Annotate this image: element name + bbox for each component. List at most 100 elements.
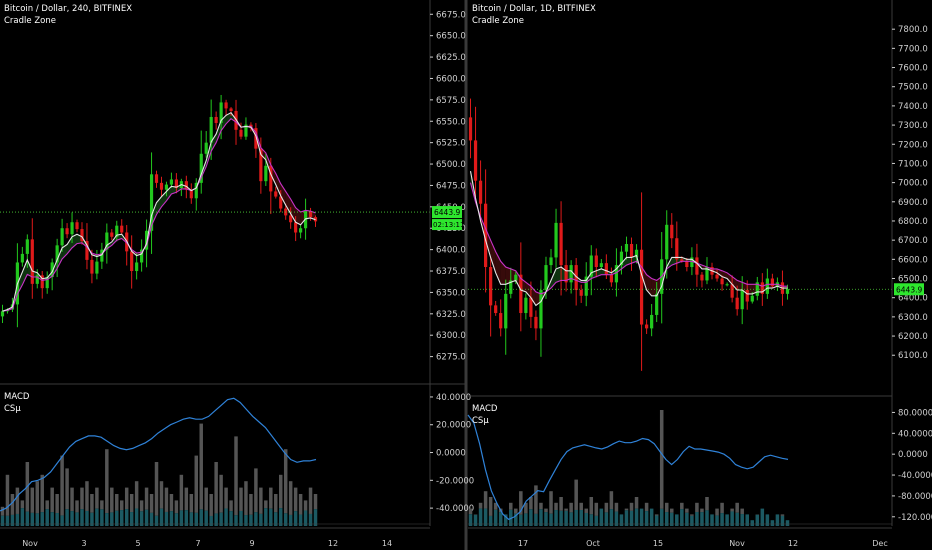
candle-body[interactable] <box>549 257 553 266</box>
candle-body[interactable] <box>174 179 178 189</box>
candle-body[interactable] <box>95 261 99 274</box>
candle-body[interactable] <box>509 280 513 294</box>
candle-body[interactable] <box>584 276 588 296</box>
candle-body[interactable] <box>650 314 654 329</box>
candle-body[interactable] <box>184 181 188 190</box>
candle-body[interactable] <box>219 102 223 123</box>
candle-body[interactable] <box>120 225 124 233</box>
candle-body[interactable] <box>579 290 583 296</box>
candle-body[interactable] <box>199 153 203 183</box>
candle-body[interactable] <box>685 261 689 268</box>
candle-body[interactable] <box>169 179 174 185</box>
candle-body[interactable] <box>494 305 498 314</box>
candle-body[interactable] <box>473 140 478 181</box>
candle-body[interactable] <box>209 116 213 143</box>
candle-body[interactable] <box>534 316 538 329</box>
candle-body[interactable] <box>110 232 114 237</box>
candle-body[interactable] <box>670 224 674 239</box>
candle-body[interactable] <box>634 249 639 258</box>
candle-body[interactable] <box>115 225 119 237</box>
candle-body[interactable] <box>75 222 79 230</box>
candle-body[interactable] <box>499 313 503 329</box>
candle-body[interactable] <box>224 102 228 109</box>
candle-body[interactable] <box>130 251 134 272</box>
candle-body[interactable] <box>589 255 593 277</box>
candle-body[interactable] <box>30 239 34 284</box>
candle-body[interactable] <box>244 124 248 137</box>
candle-body[interactable] <box>539 290 543 329</box>
candle-body[interactable] <box>680 259 684 262</box>
candle-body[interactable] <box>690 257 694 268</box>
candle-body[interactable] <box>564 265 568 283</box>
candle-body[interactable] <box>705 267 709 281</box>
candle-body[interactable] <box>609 274 614 283</box>
candle-body[interactable] <box>574 265 578 291</box>
candle-body[interactable] <box>80 229 84 242</box>
candle-body[interactable] <box>189 189 193 199</box>
candle-body[interactable] <box>750 295 754 302</box>
candle-body[interactable] <box>770 278 775 287</box>
candle-body[interactable] <box>740 290 744 310</box>
candle-body[interactable] <box>604 263 608 275</box>
candle-body[interactable] <box>25 239 29 254</box>
candle-body[interactable] <box>308 211 313 218</box>
candle-body[interactable] <box>624 243 629 252</box>
candle-body[interactable] <box>785 289 790 294</box>
candle-body[interactable] <box>85 241 89 260</box>
chart-panel-1d[interactable]: 7800.0 7700.0 7600.0 7500.0 7400.0 7300.0 7200… <box>467 0 932 548</box>
candle-body[interactable] <box>675 238 679 260</box>
candle-body[interactable] <box>720 278 724 285</box>
candle-body[interactable] <box>735 297 739 310</box>
candle-body[interactable] <box>279 196 283 209</box>
candle-body[interactable] <box>478 180 483 204</box>
candle-body[interactable] <box>194 182 198 199</box>
candle-body[interactable] <box>239 129 243 137</box>
candle-body[interactable] <box>619 251 624 266</box>
candle-body[interactable] <box>149 174 154 231</box>
candle-body[interactable] <box>514 274 518 281</box>
candle-body[interactable] <box>519 274 523 314</box>
candle-body[interactable] <box>639 249 644 325</box>
candle-body[interactable] <box>274 191 278 197</box>
candle-body[interactable] <box>504 293 508 329</box>
candle-body[interactable] <box>259 148 263 182</box>
candle-body[interactable] <box>144 230 149 250</box>
candle-body[interactable] <box>70 222 74 235</box>
candle-body[interactable] <box>50 262 54 278</box>
candle-body[interactable] <box>745 290 749 302</box>
candle-body[interactable] <box>90 259 94 274</box>
candle-body[interactable] <box>614 265 619 283</box>
candle-body[interactable] <box>725 284 729 286</box>
candle-body[interactable] <box>100 249 104 262</box>
candle-body[interactable] <box>468 117 473 141</box>
candle-body[interactable] <box>700 274 704 281</box>
candle-body[interactable] <box>159 182 164 190</box>
candle-body[interactable] <box>0 311 5 317</box>
candle-body[interactable] <box>164 184 169 190</box>
candle-body[interactable] <box>665 224 669 260</box>
candle-body[interactable] <box>269 165 273 192</box>
candle-body[interactable] <box>599 263 603 268</box>
candle-body[interactable] <box>214 116 218 123</box>
candle-body[interactable] <box>529 297 533 317</box>
candle-body[interactable] <box>294 222 298 233</box>
candle-body[interactable] <box>483 203 488 268</box>
chart-panel-240[interactable]: 6675.0 6650.0 6625.0 6600.0 6575.0 6550.0 6525… <box>0 0 474 548</box>
candle-body[interactable] <box>755 282 759 296</box>
candle-body[interactable] <box>655 293 659 315</box>
candle-body[interactable] <box>40 275 44 289</box>
candle-body[interactable] <box>559 222 563 266</box>
candle-body[interactable] <box>730 284 734 298</box>
candle-body[interactable] <box>544 265 548 291</box>
candle-body[interactable] <box>760 282 764 294</box>
candle-body[interactable] <box>289 215 293 223</box>
candle-body[interactable] <box>765 278 769 294</box>
candle-body[interactable] <box>204 142 208 154</box>
candle-body[interactable] <box>554 222 558 258</box>
candle-body[interactable] <box>229 108 233 111</box>
candle-body[interactable] <box>594 255 598 268</box>
candle-body[interactable] <box>264 165 268 182</box>
candle-body[interactable] <box>569 265 573 283</box>
candle-body[interactable] <box>140 249 144 263</box>
candle-body[interactable] <box>644 324 649 329</box>
